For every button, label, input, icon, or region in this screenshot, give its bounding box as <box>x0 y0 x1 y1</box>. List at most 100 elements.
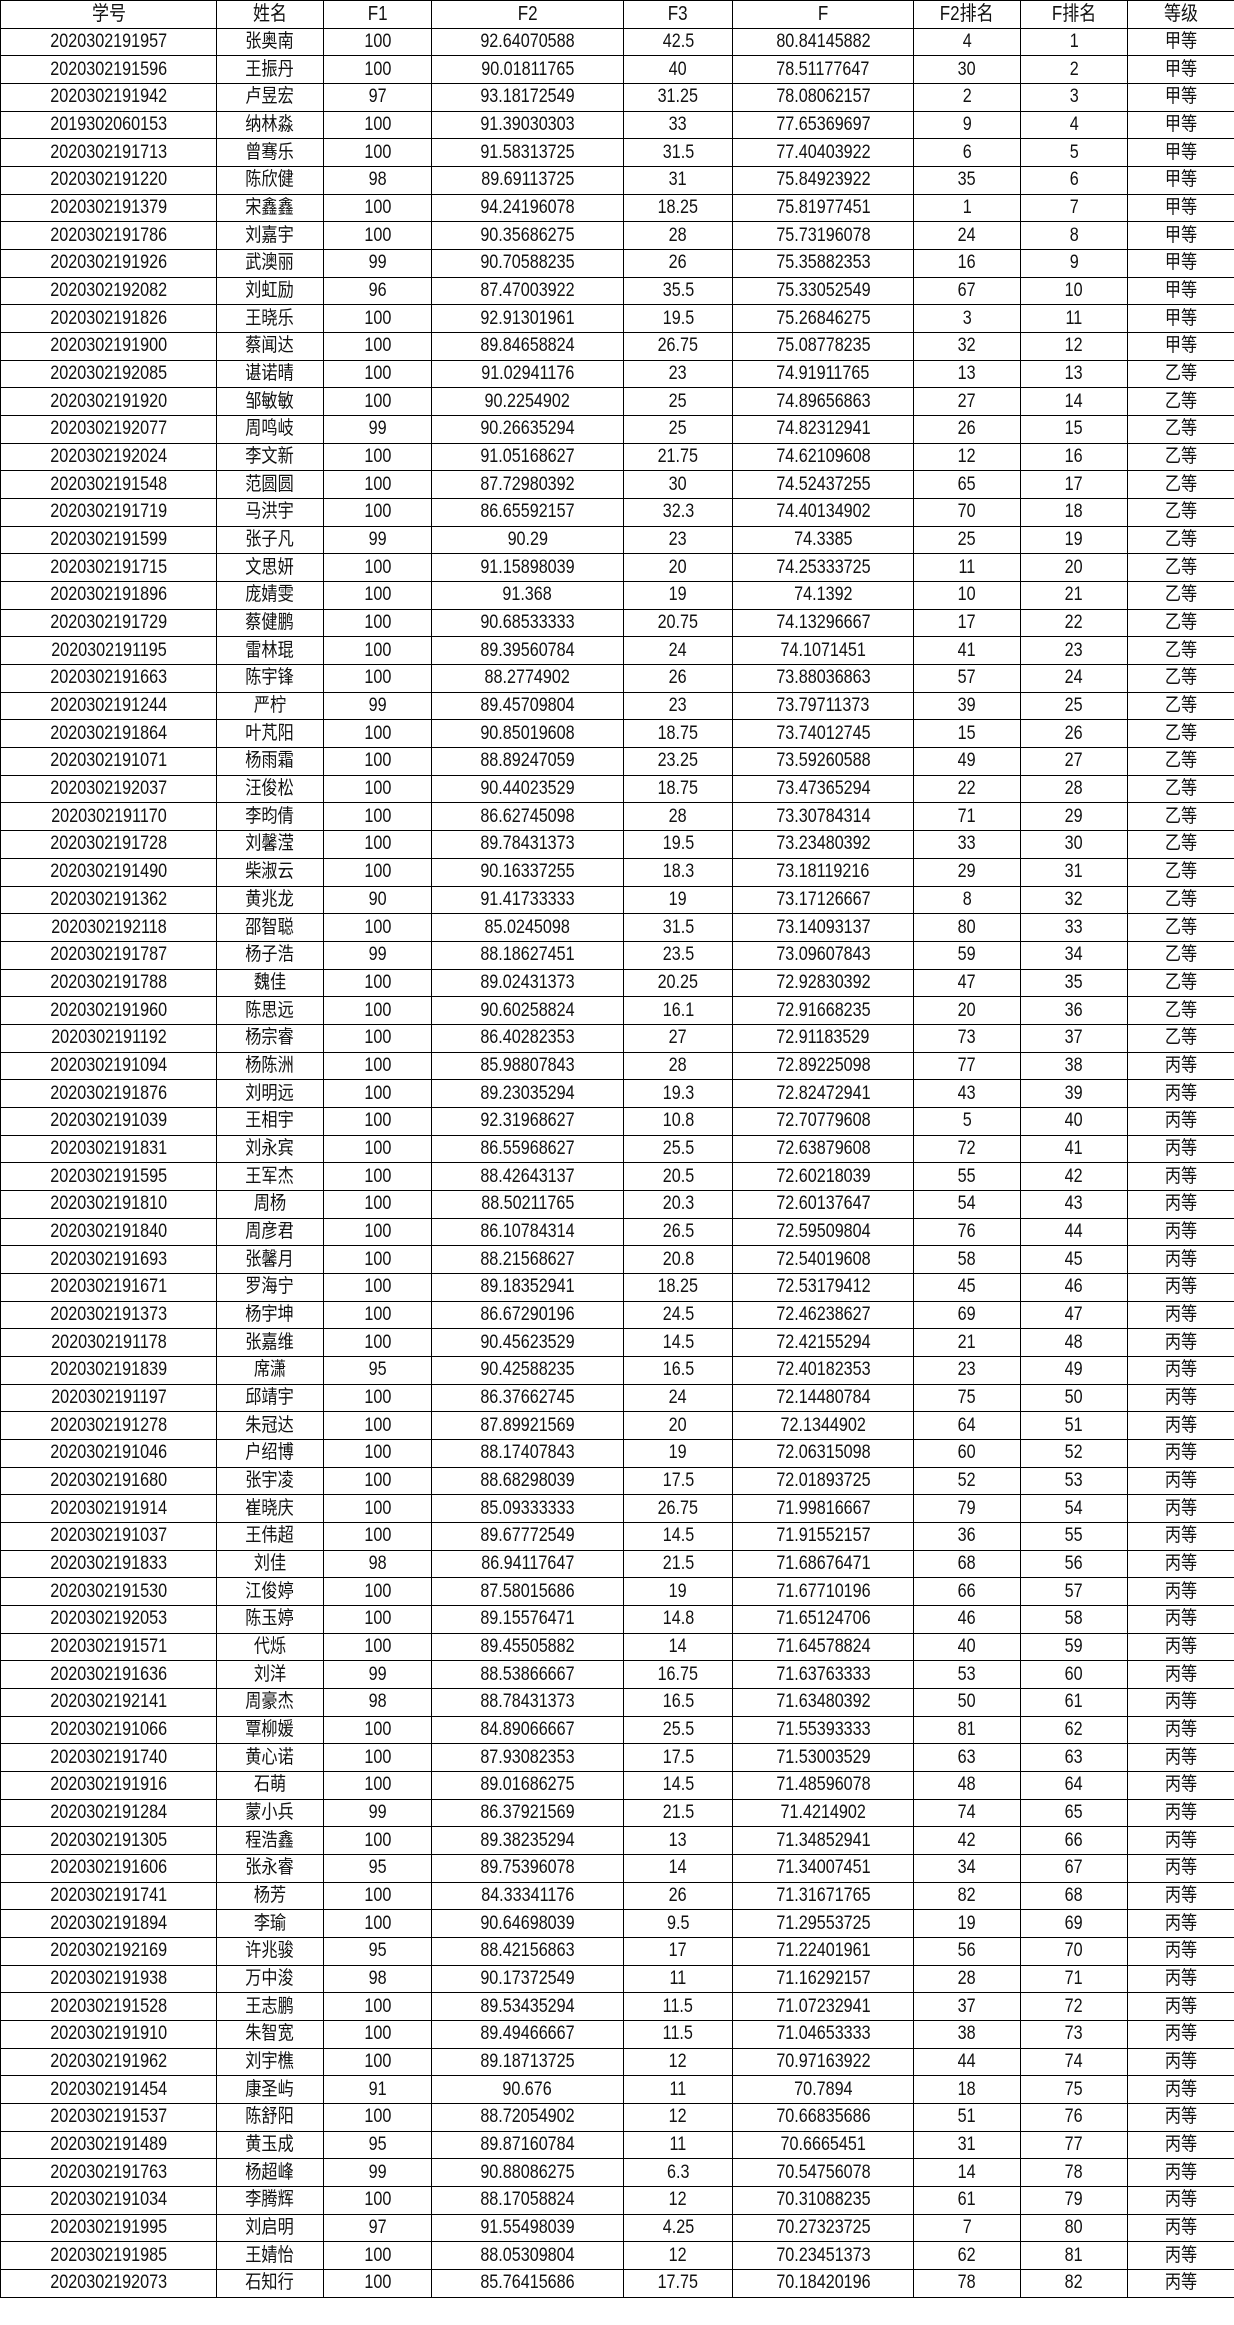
cell-f-rank[interactable]: 36 <box>1020 996 1128 1025</box>
cell-f2[interactable]: 86.40282353 <box>431 1023 624 1053</box>
cell-f[interactable]: 72.53179412 <box>732 1272 914 1302</box>
cell-grade[interactable]: 丙等 <box>1127 1521 1234 1551</box>
cell-f2[interactable]: 89.49466667 <box>431 2020 624 2049</box>
cell-f3[interactable]: 23.5 <box>623 940 733 970</box>
cell-f3[interactable]: 27 <box>623 1023 733 1053</box>
cell-f2-rank[interactable]: 16 <box>913 249 1021 278</box>
cell-name[interactable]: 严柠 <box>216 691 324 721</box>
cell-name[interactable]: 武澳丽 <box>216 249 324 278</box>
cell-grade[interactable]: 甲等 <box>1127 221 1234 251</box>
cell-grade[interactable]: 乙等 <box>1127 747 1234 776</box>
cell-f-rank[interactable]: 52 <box>1020 1438 1128 1468</box>
cell-f[interactable]: 71.31671765 <box>732 1881 914 1911</box>
cell-f2[interactable]: 88.42156863 <box>431 1937 624 1966</box>
cell-f1[interactable]: 97 <box>323 2213 432 2243</box>
cell-f2-rank[interactable]: 62 <box>913 2241 1021 2271</box>
cell-f2[interactable]: 93.18172549 <box>431 83 624 112</box>
cell-grade[interactable]: 丙等 <box>1127 1687 1234 1717</box>
cell-f-rank[interactable]: 59 <box>1020 1632 1128 1662</box>
cell-student-id[interactable]: 2020302191916 <box>0 1771 217 1800</box>
cell-f2-rank[interactable]: 30 <box>913 55 1021 85</box>
cell-f2-rank[interactable]: 49 <box>913 747 1021 776</box>
cell-f[interactable]: 72.91668235 <box>732 996 914 1025</box>
cell-name[interactable]: 王婧怡 <box>216 2241 324 2271</box>
cell-f2[interactable]: 86.65592157 <box>431 498 624 527</box>
cell-student-id[interactable]: 2020302191876 <box>0 1079 217 1108</box>
cell-f3[interactable]: 16.5 <box>623 1355 733 1385</box>
cell-student-id[interactable]: 2020302192024 <box>0 442 217 472</box>
cell-f1[interactable]: 99 <box>323 940 432 970</box>
cell-f3[interactable]: 40 <box>623 55 733 85</box>
cell-f2[interactable]: 90.26635294 <box>431 415 624 444</box>
cell-f-rank[interactable]: 2 <box>1020 55 1128 85</box>
cell-f1[interactable]: 100 <box>323 359 432 389</box>
cell-f[interactable]: 72.59509804 <box>732 1217 914 1247</box>
cell-student-id[interactable]: 2020302191942 <box>0 83 217 112</box>
cell-grade[interactable]: 乙等 <box>1127 581 1234 610</box>
cell-student-id[interactable]: 2020302191896 <box>0 581 217 610</box>
cell-f3[interactable]: 17 <box>623 1937 733 1966</box>
cell-f3[interactable]: 14.5 <box>623 1328 733 1357</box>
cell-f2[interactable]: 85.09333333 <box>431 1494 624 1523</box>
cell-name[interactable]: 张子凡 <box>216 525 324 555</box>
cell-f[interactable]: 71.16292157 <box>732 1964 914 1994</box>
cell-f-rank[interactable]: 34 <box>1020 940 1128 970</box>
cell-grade[interactable]: 丙等 <box>1127 1715 1234 1745</box>
cell-student-id[interactable]: 2020302191910 <box>0 2020 217 2049</box>
cell-grade[interactable]: 乙等 <box>1127 387 1234 417</box>
column-header-f3[interactable]: F3 <box>623 0 733 29</box>
cell-f2[interactable]: 91.05168627 <box>431 442 624 472</box>
cell-f2[interactable]: 88.50211765 <box>431 1189 624 1219</box>
cell-f2-rank[interactable]: 2 <box>913 83 1021 112</box>
cell-student-id[interactable]: 2020302191220 <box>0 166 217 195</box>
cell-f[interactable]: 77.65369697 <box>732 110 914 140</box>
cell-f-rank[interactable]: 53 <box>1020 1466 1128 1496</box>
cell-name[interactable]: 王志鹏 <box>216 1992 324 2022</box>
cell-f2-rank[interactable]: 21 <box>913 1328 1021 1357</box>
cell-name[interactable]: 张嘉维 <box>216 1328 324 1357</box>
cell-f2[interactable]: 94.24196078 <box>431 193 624 223</box>
cell-f-rank[interactable]: 58 <box>1020 1604 1128 1634</box>
cell-f2-rank[interactable]: 32 <box>913 332 1021 361</box>
cell-f3[interactable]: 20.3 <box>623 1189 733 1219</box>
cell-f2-rank[interactable]: 76 <box>913 1217 1021 1247</box>
cell-f[interactable]: 70.27323725 <box>732 2213 914 2243</box>
cell-f2[interactable]: 86.62745098 <box>431 802 624 832</box>
cell-f2-rank[interactable]: 61 <box>913 2186 1021 2215</box>
cell-name[interactable]: 王相宇 <box>216 1106 324 1136</box>
cell-name[interactable]: 邹敏敏 <box>216 387 324 417</box>
cell-name[interactable]: 江俊婷 <box>216 1577 324 1606</box>
cell-f2[interactable]: 86.55968627 <box>431 1134 624 1164</box>
cell-f[interactable]: 73.79711373 <box>732 691 914 721</box>
cell-f3[interactable]: 16.75 <box>623 1660 733 1689</box>
cell-name[interactable]: 陈欣健 <box>216 166 324 195</box>
cell-f-rank[interactable]: 57 <box>1020 1577 1128 1606</box>
cell-grade[interactable]: 丙等 <box>1127 1826 1234 1856</box>
cell-f[interactable]: 72.1344902 <box>732 1411 914 1440</box>
cell-student-id[interactable]: 2020302191489 <box>0 2130 217 2160</box>
cell-f-rank[interactable]: 29 <box>1020 802 1128 832</box>
cell-grade[interactable]: 丙等 <box>1127 1660 1234 1689</box>
cell-f1[interactable]: 100 <box>323 498 432 527</box>
cell-f2[interactable]: 91.58313725 <box>431 138 624 168</box>
cell-f-rank[interactable]: 18 <box>1020 498 1128 527</box>
cell-name[interactable]: 李腾辉 <box>216 2186 324 2215</box>
cell-f2[interactable]: 85.76415686 <box>431 2269 624 2298</box>
cell-f1[interactable]: 95 <box>323 2130 432 2160</box>
cell-f2-rank[interactable]: 5 <box>913 1106 1021 1136</box>
cell-student-id[interactable]: 2020302191826 <box>0 304 217 334</box>
cell-f-rank[interactable]: 5 <box>1020 138 1128 168</box>
cell-grade[interactable]: 乙等 <box>1127 802 1234 832</box>
cell-f[interactable]: 72.40182353 <box>732 1355 914 1385</box>
cell-grade[interactable]: 乙等 <box>1127 415 1234 444</box>
cell-f2-rank[interactable]: 7 <box>913 2213 1021 2243</box>
cell-grade[interactable]: 乙等 <box>1127 1023 1234 1053</box>
cell-f-rank[interactable]: 44 <box>1020 1217 1128 1247</box>
cell-f2[interactable]: 91.55498039 <box>431 2213 624 2243</box>
cell-f[interactable]: 74.82312941 <box>732 415 914 444</box>
cell-f1[interactable]: 100 <box>323 1023 432 1053</box>
cell-f2-rank[interactable]: 35 <box>913 166 1021 195</box>
cell-grade[interactable]: 丙等 <box>1127 1134 1234 1164</box>
cell-student-id[interactable]: 2020302191606 <box>0 1854 217 1883</box>
cell-f-rank[interactable]: 75 <box>1020 2075 1128 2105</box>
